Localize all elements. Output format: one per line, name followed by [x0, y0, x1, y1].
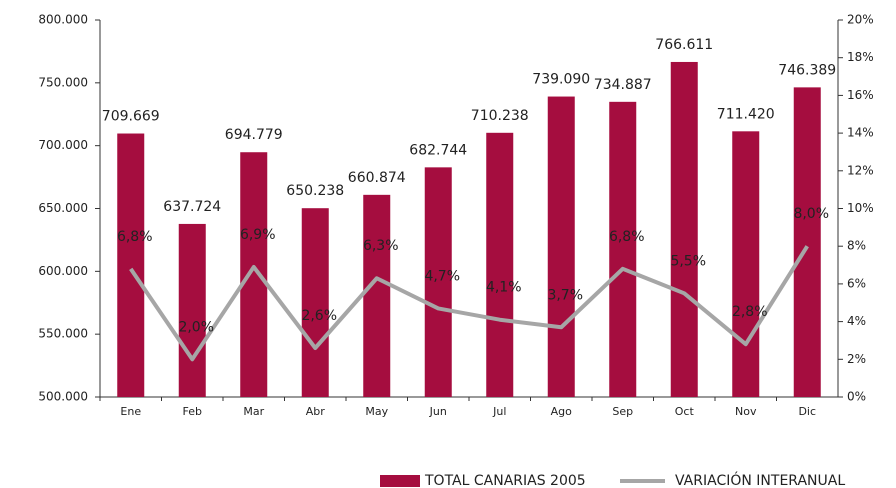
line-value-label: 6,8%: [117, 229, 153, 245]
line-value-label: 2,0%: [178, 319, 214, 335]
y2-tick-label: 14%: [847, 126, 874, 140]
bar-value-label: 739.090: [532, 72, 590, 88]
y2-tick-label: 8%: [847, 239, 866, 253]
y-tick-label: 600.000: [38, 264, 88, 278]
bar: [178, 223, 206, 397]
legend-label: VARIACIÓN INTERANUAL: [675, 471, 845, 488]
x-tick-label: Ago: [551, 405, 573, 418]
y2-tick-label: 0%: [847, 390, 866, 404]
y-tick-label: 700.000: [38, 138, 88, 152]
bar-value-label: 650.238: [286, 183, 344, 199]
y-tick-label: 500.000: [38, 390, 88, 404]
bar: [732, 131, 760, 397]
bar-value-label: 711.420: [717, 106, 775, 122]
y2-tick-label: 4%: [847, 314, 866, 328]
line-value-label: 5,5%: [670, 253, 706, 269]
line-value-label: 2,6%: [301, 308, 337, 324]
x-tick-label: Jul: [492, 405, 506, 418]
x-tick-label: Oct: [675, 405, 695, 418]
x-tick-label: Sep: [612, 405, 633, 418]
y2-tick-label: 10%: [847, 201, 874, 215]
bar-value-label: 682.744: [409, 142, 467, 158]
y-tick-label: 650.000: [38, 201, 88, 215]
x-tick-label: Jun: [429, 405, 447, 418]
y-tick-label: 550.000: [38, 327, 88, 341]
y-tick-label: 750.000: [38, 75, 88, 89]
bar: [793, 87, 821, 397]
x-tick-label: Nov: [735, 405, 757, 418]
bar: [424, 167, 452, 397]
bar-value-label: 637.724: [163, 199, 221, 215]
bar: [363, 194, 391, 397]
line-value-label: 8,0%: [793, 206, 829, 222]
bar-value-label: 710.238: [471, 108, 529, 124]
bar-value-label: 734.887: [594, 77, 652, 93]
y2-tick-label: 20%: [847, 13, 874, 27]
bar: [486, 132, 514, 398]
line-value-label: 3,7%: [547, 287, 583, 303]
bar: [670, 61, 698, 398]
x-tick-label: Ene: [120, 405, 141, 418]
bar: [547, 96, 575, 397]
x-tick-label: May: [365, 405, 388, 418]
line-value-label: 4,1%: [486, 280, 522, 296]
bar-value-label: 709.669: [102, 109, 160, 125]
bar: [301, 208, 329, 397]
line-value-label: 2,8%: [732, 304, 768, 320]
x-tick-label: Abr: [306, 405, 326, 418]
x-tick-label: Dic: [798, 405, 816, 418]
line-value-label: 6,8%: [609, 229, 645, 245]
line-value-label: 6,9%: [240, 227, 276, 243]
y2-tick-label: 12%: [847, 163, 874, 177]
y-tick-label: 800.000: [38, 13, 88, 27]
y2-tick-label: 18%: [847, 50, 874, 64]
line-value-label: 6,3%: [363, 238, 399, 254]
y2-tick-label: 6%: [847, 276, 866, 290]
bar: [609, 101, 637, 397]
bar: [240, 152, 268, 397]
bar-value-label: 766.611: [655, 37, 713, 53]
legend-swatch: [380, 475, 420, 487]
bar-value-label: 694.779: [225, 127, 283, 143]
line: [129, 245, 809, 362]
x-tick-label: Feb: [183, 405, 202, 418]
line-value-label: 4,7%: [424, 268, 460, 284]
bar-value-label: 746.389: [778, 62, 836, 78]
y2-tick-label: 16%: [847, 88, 874, 102]
y2-tick-label: 2%: [847, 352, 866, 366]
x-tick-label: Mar: [243, 405, 264, 418]
legend-label: TOTAL CANARIAS 2005: [424, 473, 586, 488]
bar-value-label: 660.874: [348, 170, 406, 186]
bar: [117, 133, 145, 397]
